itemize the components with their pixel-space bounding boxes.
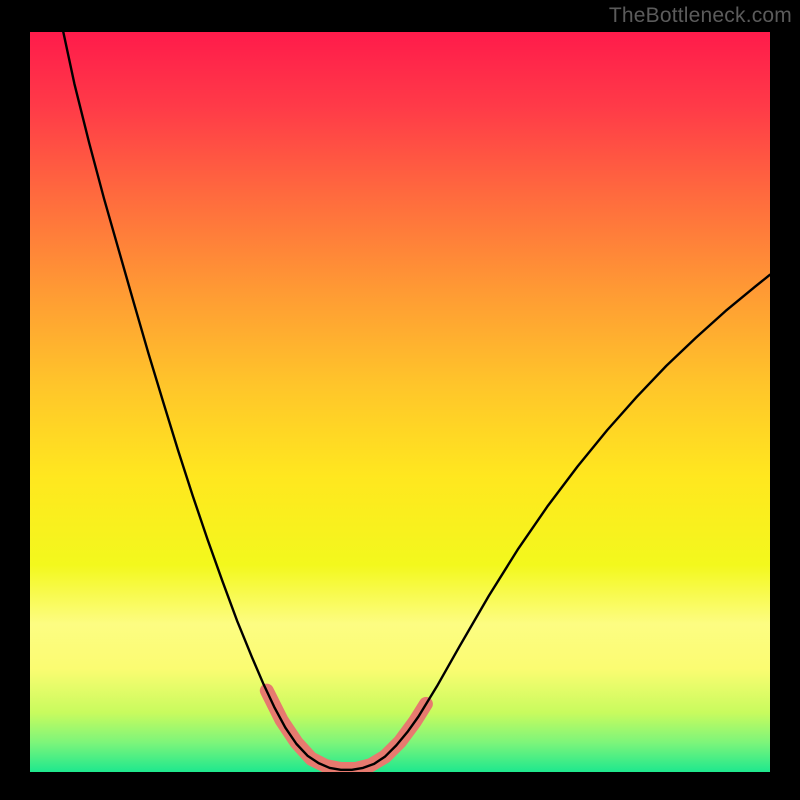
plot-area — [30, 32, 770, 772]
chart-frame: { "meta": { "type": "line", "source_wate… — [0, 0, 800, 800]
bottleneck-curve — [63, 32, 770, 770]
highlight-strip — [267, 691, 426, 769]
watermark-text: TheBottleneck.com — [609, 4, 792, 28]
curve-layer — [30, 32, 770, 772]
